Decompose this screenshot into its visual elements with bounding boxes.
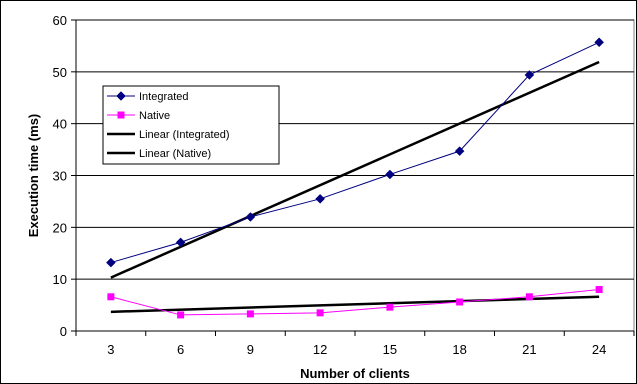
gridlines: [76, 19, 634, 280]
x-tick-label: 6: [177, 342, 184, 357]
x-tick-label: 3: [107, 342, 114, 357]
point-integrated: [315, 193, 325, 204]
data-series: [106, 37, 604, 319]
legend-label-linear-integrated: Linear (Integrated): [139, 129, 230, 141]
legend-items: Integrated Native Linear (Integrated) Linea…: [107, 91, 230, 160]
x-tick-label: 12: [313, 342, 327, 357]
point-integrated: [175, 237, 186, 248]
point-integrated: [106, 257, 116, 268]
y-tick-label: 10: [53, 272, 67, 287]
point-native: [525, 293, 533, 301]
legend-box: [102, 85, 280, 165]
point-native: [386, 303, 394, 311]
y-tick-label: 30: [53, 169, 67, 184]
point-integrated: [245, 212, 256, 222]
point-integrated: [524, 70, 535, 80]
legend-marker-integrated: [116, 91, 126, 101]
x-tick-label: 21: [522, 342, 536, 357]
tick-labels: 0 10 20 30 40 50 60 3 6 9 12 15 18 21 24: [53, 13, 607, 357]
legend-label-integrated: Integrated: [139, 91, 189, 103]
point-native: [246, 310, 254, 318]
x-axis-title: Number of clients: [300, 366, 410, 381]
y-tick-label: 0: [60, 324, 67, 339]
point-native: [456, 298, 464, 306]
legend: Integrated Native Linear (Integrated) Linea…: [102, 85, 280, 165]
legend-label-linear-native: Linear (Native): [139, 148, 211, 160]
x-tick-label: 15: [383, 342, 397, 357]
point-native: [316, 309, 324, 317]
point-integrated: [385, 169, 395, 180]
y-axis-title: Execution time (ms): [26, 114, 41, 238]
legend-marker-native: [117, 111, 125, 119]
series-line-native: [110, 289, 600, 316]
axes: [71, 19, 635, 336]
legend-label-native: Native: [139, 110, 170, 122]
point-native: [177, 311, 185, 319]
x-tick-label: 9: [247, 342, 254, 357]
point-integrated: [594, 37, 604, 48]
x-tick-label: 18: [452, 342, 466, 357]
point-native: [595, 286, 603, 294]
point-integrated: [454, 146, 465, 156]
y-tick-label: 20: [53, 220, 67, 235]
trendline-native: [110, 295, 600, 314]
y-tick-label: 40: [53, 117, 67, 132]
y-tick-label: 50: [53, 65, 67, 80]
y-tick-label: 60: [53, 13, 67, 28]
point-native: [107, 293, 115, 301]
trendline-integrated: [110, 60, 600, 279]
series-line-integrated: [110, 41, 600, 264]
x-tick-label: 24: [592, 342, 606, 357]
